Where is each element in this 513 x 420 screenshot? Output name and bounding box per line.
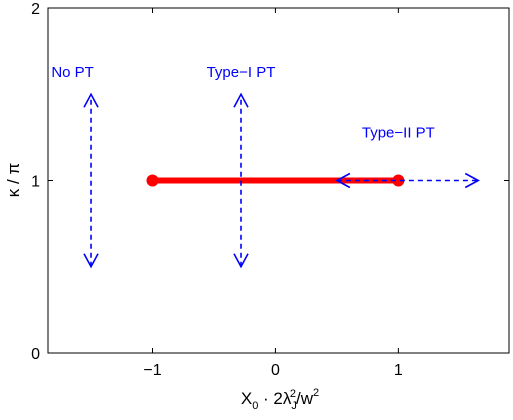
series-point bbox=[392, 174, 405, 187]
x-label-sup1: 2 bbox=[290, 388, 296, 400]
x-tick-label: −1 bbox=[143, 362, 161, 379]
y-tick-label: 2 bbox=[31, 1, 40, 18]
x-label-sub1: J bbox=[291, 400, 297, 412]
arrow-head bbox=[233, 92, 249, 108]
arrow-head bbox=[335, 172, 351, 189]
x-tick-label: 0 bbox=[271, 362, 280, 379]
series-point bbox=[146, 174, 159, 187]
annotation-label: Type−II PT bbox=[362, 124, 435, 141]
y-tick-label: 0 bbox=[31, 346, 40, 363]
x-label-mid: · 2λ bbox=[258, 389, 292, 408]
x-label-base: X bbox=[241, 389, 252, 408]
annotation-label: Type−I PT bbox=[207, 64, 276, 81]
arrow-head bbox=[233, 253, 249, 269]
arrow-head bbox=[464, 172, 480, 189]
y-tick-label: 1 bbox=[31, 174, 40, 191]
x-axis-label: X0 · 2λJ2/w2 bbox=[241, 387, 319, 412]
arrow-head bbox=[83, 253, 99, 269]
arrow-head bbox=[83, 92, 99, 108]
x-label-tail: /w bbox=[296, 389, 314, 408]
annotation-label: No PT bbox=[51, 64, 94, 81]
y-axis-label: κ / π bbox=[4, 163, 23, 197]
x-tick-label: 1 bbox=[394, 362, 403, 379]
x-label-sup2: 2 bbox=[313, 387, 319, 399]
x-label-sub0: 0 bbox=[252, 400, 258, 412]
